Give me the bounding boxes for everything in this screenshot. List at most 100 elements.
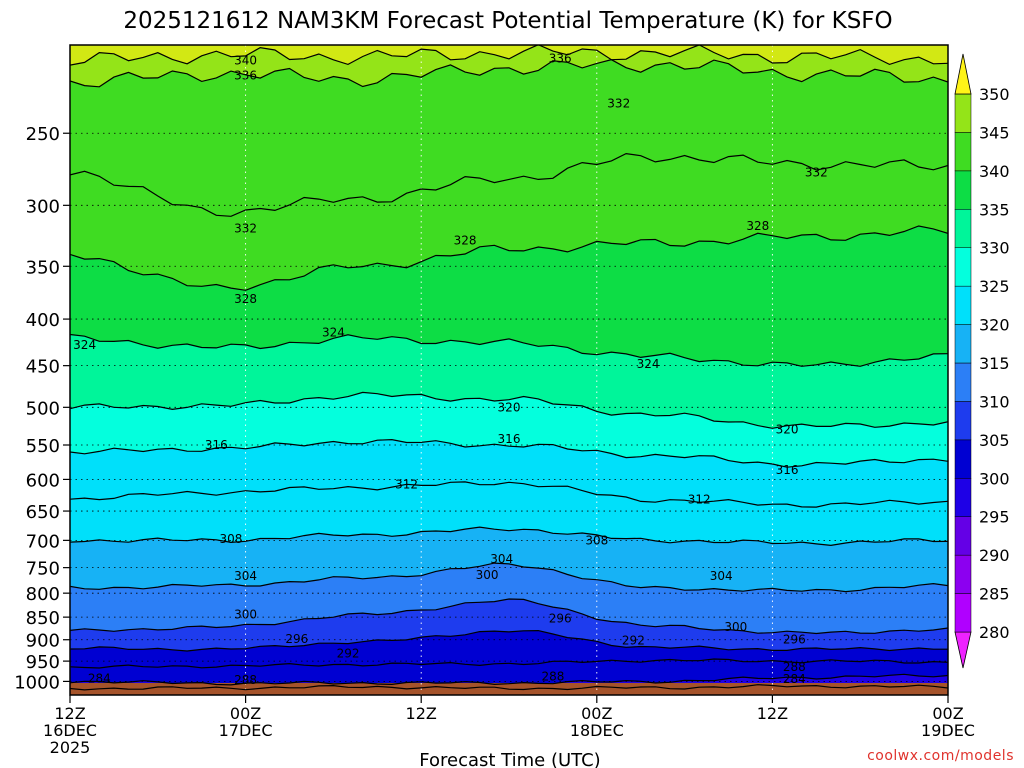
- isotherm-contours: [70, 45, 948, 691]
- contour-label: 324: [322, 326, 345, 340]
- contour-label-text: 324: [73, 338, 96, 352]
- y-tick-label: 1000: [14, 672, 60, 693]
- credit-text: coolwx.com/models: [867, 748, 1014, 764]
- contour-label-text: 332: [805, 165, 828, 179]
- colorbar-tick-label: 325: [979, 277, 1010, 296]
- contour-label: 324: [73, 338, 96, 352]
- isotherm-316: [70, 438, 948, 468]
- contour-label-text: 292: [337, 647, 360, 661]
- contour-label-text: 296: [783, 632, 806, 646]
- isotherm-320: [70, 391, 948, 429]
- band-340: [70, 45, 948, 66]
- contour-label-text: 312: [688, 492, 711, 506]
- contour-label: 292: [337, 647, 360, 661]
- colorbar-tick-label: 315: [979, 354, 1010, 373]
- colorbar-segment: [954, 209, 972, 248]
- x-tick-label: 2025: [50, 738, 91, 757]
- contour-label: 284: [783, 672, 806, 686]
- colorbar-segment: [954, 554, 972, 594]
- contour-label-text: 332: [234, 221, 257, 235]
- contour-label: 300: [476, 568, 499, 582]
- contour-label-text: 316: [498, 432, 521, 446]
- contour-label-text: 336: [234, 68, 257, 82]
- y-tick-label: 700: [26, 531, 60, 552]
- colorbar-segment: [954, 439, 972, 479]
- contour-labels: 3403363363323323323283283283243243243203…: [73, 52, 828, 688]
- contour-label-text: 284: [88, 672, 111, 686]
- y-tick-label: 900: [26, 631, 60, 652]
- y-tick-label: 450: [26, 357, 60, 378]
- contour-label: 316: [205, 438, 228, 452]
- contour-label: 288: [783, 660, 806, 674]
- y-tick-label: 800: [26, 584, 60, 605]
- x-tick-label: 00Z: [581, 704, 612, 723]
- isotherm-336: [70, 59, 948, 88]
- contour-label-text: 288: [541, 670, 564, 684]
- x-tick-label: 00Z: [230, 704, 261, 723]
- contour-label: 304: [490, 552, 513, 566]
- contour-label-text: 308: [585, 533, 608, 547]
- contour-label: 320: [776, 423, 799, 437]
- colorbar-tick-label: 345: [979, 123, 1010, 142]
- contour-label-text: 324: [322, 326, 345, 340]
- contour-label: 308: [220, 532, 243, 546]
- contour-label-text: 304: [490, 552, 513, 566]
- colorbar-segment: [954, 478, 972, 517]
- x-tick-label: 12Z: [757, 704, 788, 723]
- contour-label: 328: [746, 219, 769, 233]
- contour-label: 296: [549, 612, 572, 626]
- colorbar-segment: [954, 170, 972, 210]
- x-tick-label: 16DEC: [43, 721, 97, 740]
- contour-label: 300: [234, 607, 257, 621]
- y-tick-label: 850: [26, 608, 60, 629]
- contour-label-text: 320: [776, 423, 799, 437]
- contour-label: 328: [454, 234, 477, 248]
- contour-label-text: 300: [476, 568, 499, 582]
- colorbar-tick-label: 320: [979, 316, 1010, 335]
- contour-label: 288: [541, 670, 564, 684]
- colorbar-tick-label: 295: [979, 508, 1010, 527]
- y-tick-label: 250: [26, 124, 60, 145]
- contour-label-text: 296: [549, 612, 572, 626]
- contour-label: 316: [498, 432, 521, 446]
- colorbar-segment: [954, 324, 972, 364]
- contour-label-text: 296: [285, 632, 308, 646]
- y-tick-label: 400: [26, 310, 60, 331]
- y-tick-label: 950: [26, 652, 60, 673]
- colorbar-segment: [954, 362, 972, 402]
- contour-label-text: 308: [220, 532, 243, 546]
- contour-label-text: 288: [783, 660, 806, 674]
- contour-label: 332: [607, 97, 630, 111]
- contour-label: 332: [234, 221, 257, 235]
- contour-label: 328: [234, 292, 257, 306]
- contour-label-text: 336: [549, 52, 572, 66]
- x-tick-label: 19DEC: [921, 721, 975, 740]
- contour-label: 304: [710, 569, 733, 583]
- contour-label: 284: [88, 672, 111, 686]
- grid-lines: [70, 45, 948, 695]
- y-tick-label: 550: [26, 436, 60, 457]
- contour-label-text: 300: [724, 620, 747, 634]
- contour-label-text: 328: [454, 234, 477, 248]
- contour-label-text: 324: [637, 357, 660, 371]
- contour-label-text: 304: [710, 569, 733, 583]
- colorbar-max-arrow: [954, 53, 972, 95]
- y-tick-label: 300: [26, 196, 60, 217]
- colorbar-segment: [954, 247, 972, 287]
- plot-area: 3403363363323323323283283283243243243203…: [69, 44, 949, 696]
- isotherm-324: [70, 333, 948, 367]
- contour-label: 300: [724, 620, 747, 634]
- isotherm-328: [70, 225, 948, 291]
- contour-label-text: 328: [746, 219, 769, 233]
- contour-label: 336: [549, 52, 572, 66]
- chart-title: 2025121612 NAM3KM Forecast Potential Tem…: [123, 8, 892, 34]
- isotherm-340: [70, 45, 948, 66]
- colorbar-segment: [954, 401, 972, 441]
- contour-label: 336: [234, 68, 257, 82]
- colorbar-tick-label: 300: [979, 469, 1010, 488]
- colorbar-tick-label: 350: [979, 85, 1010, 104]
- contour-label-text: 328: [234, 292, 257, 306]
- contour-label: 324: [637, 357, 660, 371]
- contour-label: 332: [805, 165, 828, 179]
